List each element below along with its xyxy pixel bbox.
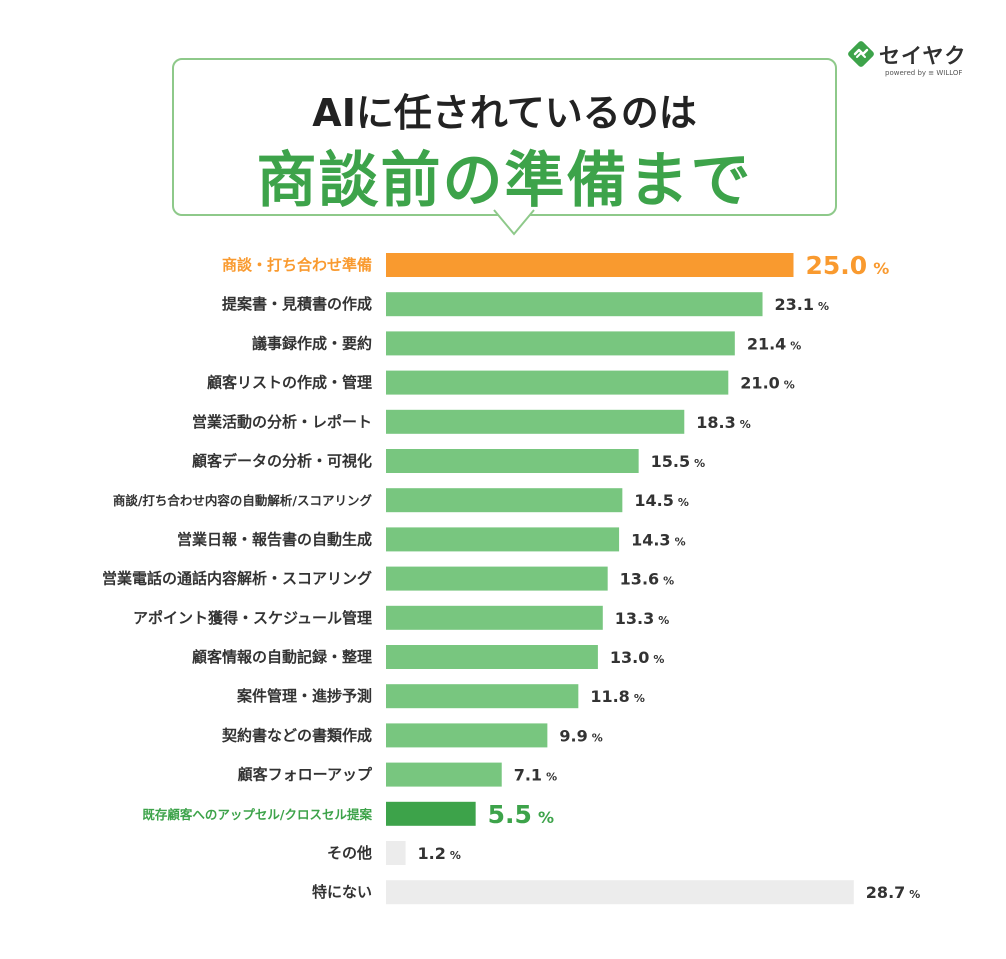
bar xyxy=(386,409,685,434)
brand-sub: powered by ≡ WILLOF xyxy=(885,69,963,77)
category-label: 顧客フォローアップ xyxy=(238,766,373,784)
value-label: 9.9% xyxy=(559,726,602,745)
bar xyxy=(386,253,794,277)
value-label: 28.7% xyxy=(866,883,921,902)
category-label: 提案書・見積書の作成 xyxy=(222,295,372,313)
category-label: 顧客リストの作成・管理 xyxy=(207,374,372,392)
value-label: 14.3% xyxy=(631,530,686,549)
bar xyxy=(386,370,729,395)
value-label: 11.8% xyxy=(590,687,645,706)
handshake-icon xyxy=(848,41,874,67)
category-label: 営業活動の分析・レポート xyxy=(192,413,372,431)
bar xyxy=(386,331,735,356)
category-label: 議事録作成・要約 xyxy=(252,334,372,352)
bar xyxy=(386,605,603,630)
category-label: 商談/打ち合わせ内容の自動解析/スコアリング xyxy=(113,493,373,508)
bar xyxy=(386,292,763,317)
bar xyxy=(386,880,854,905)
value-label: 18.3% xyxy=(696,413,751,432)
bar xyxy=(386,841,406,865)
bar xyxy=(386,449,639,473)
bar xyxy=(386,801,476,826)
category-label: アポイント獲得・スケジュール管理 xyxy=(133,609,372,627)
value-label: 13.3% xyxy=(615,609,670,628)
category-label: 営業電話の通話内容解析・スコアリング xyxy=(102,570,372,588)
value-label: 21.0% xyxy=(740,374,795,393)
title-bubble: AIに任されているのは 商談前の準備まで xyxy=(172,58,837,216)
category-label: 契約書などの書類作成 xyxy=(221,726,372,744)
value-label: 13.6% xyxy=(620,570,675,589)
title-line-1: AIに任されているのは xyxy=(312,91,697,135)
value-label: 23.1% xyxy=(775,295,830,314)
bar xyxy=(386,684,579,709)
value-label: 25.0% xyxy=(806,251,890,280)
value-label: 7.1% xyxy=(514,766,557,785)
category-label: 商談・打ち合わせ準備 xyxy=(222,256,372,274)
category-label: その他 xyxy=(327,844,372,862)
category-label: 顧客情報の自動記録・整理 xyxy=(192,648,372,666)
bar xyxy=(386,645,598,669)
bar xyxy=(386,566,608,591)
value-label: 15.5% xyxy=(651,452,706,471)
value-label: 5.5% xyxy=(488,800,554,829)
bar xyxy=(386,723,548,748)
category-label: 特にない xyxy=(312,883,372,901)
category-label: 顧客データの分析・可視化 xyxy=(192,452,372,470)
title-line-2: 商談前の準備まで xyxy=(256,146,753,216)
value-label: 13.0% xyxy=(610,648,665,667)
bar xyxy=(386,488,623,513)
bar-chart: 商談・打ち合わせ準備 25.0 % 提案書・見積書の作成 23.1 % 議事録作成・要約 21… xyxy=(102,251,921,905)
bar xyxy=(386,527,620,552)
category-label: 営業日報・報告書の自動生成 xyxy=(177,530,372,548)
brand-logo: セイヤク powered by ≡ WILLOF xyxy=(847,40,967,80)
category-label: 案件管理・進捗予測 xyxy=(236,687,372,705)
brand-name: セイヤク xyxy=(879,44,967,68)
value-label: 14.5% xyxy=(634,491,689,510)
bubble-tail xyxy=(493,209,535,236)
bar xyxy=(386,762,502,787)
value-label: 21.4% xyxy=(747,334,802,353)
value-label: 1.2% xyxy=(418,844,461,863)
category-label: 既存顧客へのアップセル/クロスセル提案 xyxy=(142,807,372,822)
